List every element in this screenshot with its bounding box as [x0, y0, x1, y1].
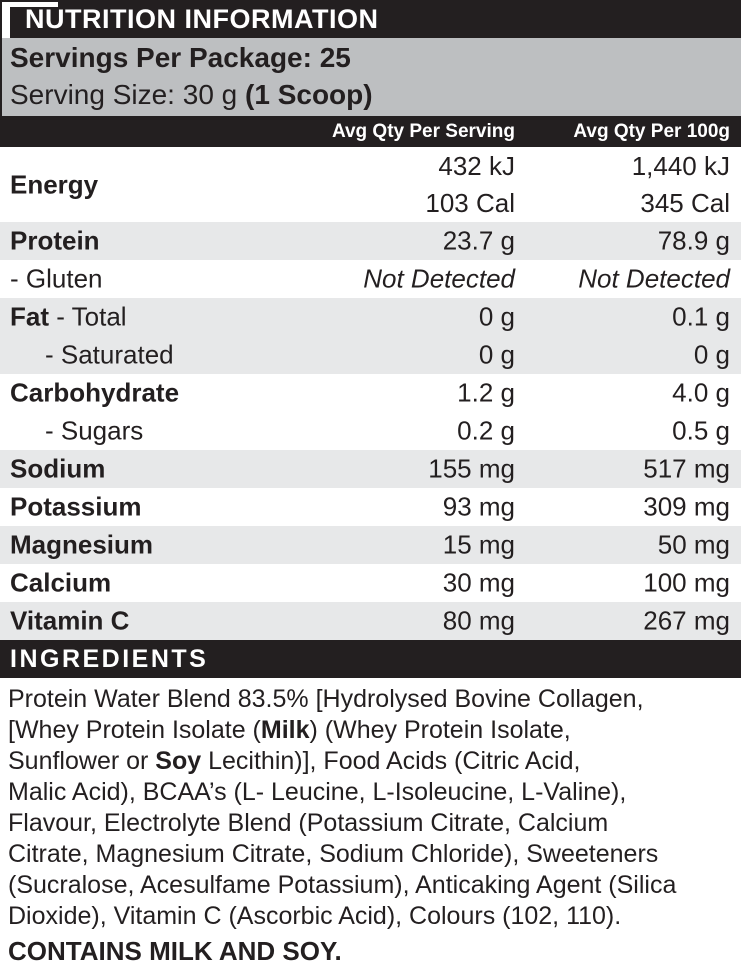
ingredients-line: Protein Water Blend 83.5% [Hydrolysed Bo…: [8, 685, 644, 713]
nutrition-title-bar: NUTRITION INFORMATION: [0, 0, 741, 38]
per-100g-value: 0.5 g: [672, 415, 730, 446]
per-serving-value: 0 g: [478, 339, 515, 370]
table-row: Carbohydrate 1.2 g 4.0 g: [0, 374, 741, 412]
per-serving-value: 155 mg: [428, 453, 515, 484]
per-100g-value: 1,440 kJ 345 Cal: [631, 150, 730, 218]
nutrient-label: Carbohydrate: [10, 377, 180, 408]
ingredients-heading: INGREDIENTS: [10, 645, 209, 673]
per-100g-value: 517 mg: [643, 453, 730, 484]
allergen-statement: CONTAINS MILK AND SOY.: [8, 936, 342, 966]
ingredients-line: Citrate, Magnesium Citrate, Sodium Chlor…: [8, 840, 659, 868]
column-header-per-serving: Avg Qty Per Serving: [331, 121, 515, 142]
per-100g-value: 267 mg: [643, 605, 730, 636]
ingredients-line: (Sucralose, Acesulfame Potassium), Antic…: [8, 871, 677, 899]
table-row: Sodium 155 mg 517 mg: [0, 450, 741, 488]
nutrient-table: Energy 432 kJ 103 Cal 1,440 kJ 345 Cal Protei…: [0, 147, 741, 640]
serving-size-scoop: (1 Scoop): [245, 79, 373, 110]
table-row: Magnesium 15 mg 50 mg: [0, 526, 741, 564]
table-row: - Saturated 0 g 0 g: [0, 336, 741, 374]
nutrient-label: Sodium: [10, 453, 106, 484]
nutrient-label: Protein: [10, 225, 100, 256]
serving-size: Serving Size: 30 g (1 Scoop): [10, 79, 373, 111]
label-left-border: [0, 0, 2, 147]
per-serving-value: 15 mg: [442, 529, 515, 560]
per-serving-value: 0 g: [478, 301, 515, 332]
servings-per-package: Servings Per Package: 25: [10, 42, 351, 73]
table-row: Fat - Total 0 g 0.1 g: [0, 298, 741, 336]
per-100g-value: Not Detected: [578, 263, 730, 294]
label-margin-notch-top: [10, 2, 58, 7]
column-header-bar: Avg Qty Per Serving Avg Qty Per 100g: [0, 116, 741, 147]
table-row: Vitamin C 80 mg 267 mg: [0, 602, 741, 640]
per-serving-value: 93 mg: [442, 491, 515, 522]
ingredients-line: Sunflower or Soy Lecithin)], Food Acids …: [8, 747, 581, 775]
ingredients-line: [Whey Protein Isolate (Milk) (Whey Prote…: [8, 716, 571, 744]
per-serving-value: 23.7 g: [442, 225, 515, 256]
table-row: Energy 432 kJ 103 Cal 1,440 kJ 345 Cal: [0, 147, 741, 222]
per-serving-value: 432 kJ 103 Cal: [425, 150, 515, 218]
nutrient-label: - Saturated: [45, 339, 174, 370]
per-100g-value: 0.1 g: [672, 301, 730, 332]
per-serving-value: 80 mg: [442, 605, 515, 636]
table-row: Potassium 93 mg 309 mg: [0, 488, 741, 526]
label-margin-notch: [2, 2, 10, 38]
table-row: - Gluten Not Detected Not Detected: [0, 260, 741, 298]
per-100g-value: 0 g: [693, 339, 730, 370]
per-100g-value: 4.0 g: [672, 377, 730, 408]
table-row: Protein 23.7 g 78.9 g: [0, 222, 741, 260]
per-serving-value: 1.2 g: [457, 377, 515, 408]
nutrient-label: Potassium: [10, 491, 142, 522]
ingredients-line: Dioxide), Vitamin C (Ascorbic Acid), Col…: [8, 902, 622, 930]
per-serving-value: Not Detected: [363, 263, 515, 294]
nutrient-label: Vitamin C: [10, 605, 130, 636]
nutrient-label: Energy: [10, 169, 99, 199]
nutrient-label: Magnesium: [10, 529, 154, 560]
per-100g-value: 100 mg: [643, 567, 730, 598]
column-header-per-100g: Avg Qty Per 100g: [573, 121, 730, 142]
table-row: - Sugars 0.2 g 0.5 g: [0, 412, 741, 450]
table-row: Calcium 30 mg 100 mg: [0, 564, 741, 602]
serving-info-band: Servings Per Package: 25 Serving Size: 3…: [2, 38, 741, 116]
per-serving-value: 30 mg: [442, 567, 515, 598]
ingredients-line: Flavour, Electrolyte Blend (Potassium Ci…: [8, 809, 609, 837]
nutrient-label: Calcium: [10, 567, 112, 598]
per-100g-value: 50 mg: [657, 529, 730, 560]
ingredients-header-bar: INGREDIENTS: [0, 640, 741, 678]
per-serving-value: 0.2 g: [457, 415, 515, 446]
nutrient-label: - Sugars: [45, 415, 144, 446]
nutrient-label: Fat - Total: [10, 301, 127, 332]
per-100g-value: 309 mg: [643, 491, 730, 522]
serving-size-text: Serving Size: 30 g: [10, 79, 246, 110]
per-100g-value: 78.9 g: [657, 225, 730, 256]
ingredients-line: Malic Acid), BCAA’s (L- Leucine, L-Isole…: [8, 778, 627, 806]
nutrient-label: - Gluten: [10, 263, 103, 294]
ingredients-text: Protein Water Blend 83.5% [Hydrolysed Bo…: [8, 684, 738, 932]
nutrition-title: NUTRITION INFORMATION: [25, 4, 379, 34]
